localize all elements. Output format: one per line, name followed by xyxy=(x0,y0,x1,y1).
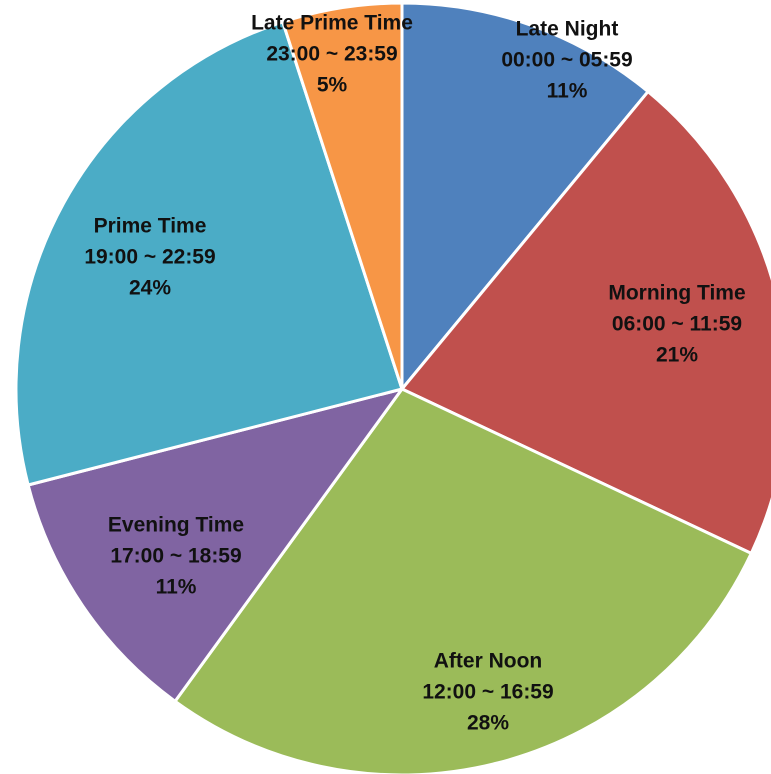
slice-range-evening-time: 17:00 ~ 18:59 xyxy=(110,545,241,568)
slice-value-evening-time: 11% xyxy=(156,576,197,599)
slice-value-late-night: 11% xyxy=(547,80,588,103)
slice-value-after-noon: 28% xyxy=(467,712,509,735)
pie-slice-prime-time xyxy=(14,20,404,487)
slice-value-morning-time: 21% xyxy=(656,344,698,367)
slice-label-morning-time: Morning Time xyxy=(608,282,745,305)
slice-label-after-noon: After Noon xyxy=(434,650,543,673)
pie-slice-after-noon xyxy=(173,387,753,774)
pie-slice-evening-time xyxy=(26,387,404,703)
slice-range-morning-time: 06:00 ~ 11:59 xyxy=(612,313,742,336)
slice-range-after-noon: 12:00 ~ 16:59 xyxy=(422,681,553,704)
slice-label-prime-time: Prime Time xyxy=(94,215,207,238)
pie-slice-morning-time xyxy=(400,90,771,555)
slice-value-prime-time: 24% xyxy=(129,277,171,300)
slice-range-late-night: 00:00 ~ 05:59 xyxy=(501,49,632,72)
slice-label-late-night: Late Night xyxy=(516,18,619,41)
pie-slices xyxy=(14,1,771,774)
slice-value-late-prime-time: 5% xyxy=(317,74,348,97)
slice-label-evening-time: Evening Time xyxy=(108,514,244,537)
pie-labels: Late Night 00:00 ~ 05:59 11% Morning Time 06… xyxy=(84,12,745,735)
pie-slice-late-night xyxy=(400,1,650,391)
slice-range-late-prime-time: 23:00 ~ 23:59 xyxy=(266,43,397,66)
slice-range-prime-time: 19:00 ~ 22:59 xyxy=(84,246,215,269)
slice-label-late-prime-time: Late Prime Time xyxy=(251,12,413,35)
pie-slice-late-prime-time xyxy=(281,1,404,391)
